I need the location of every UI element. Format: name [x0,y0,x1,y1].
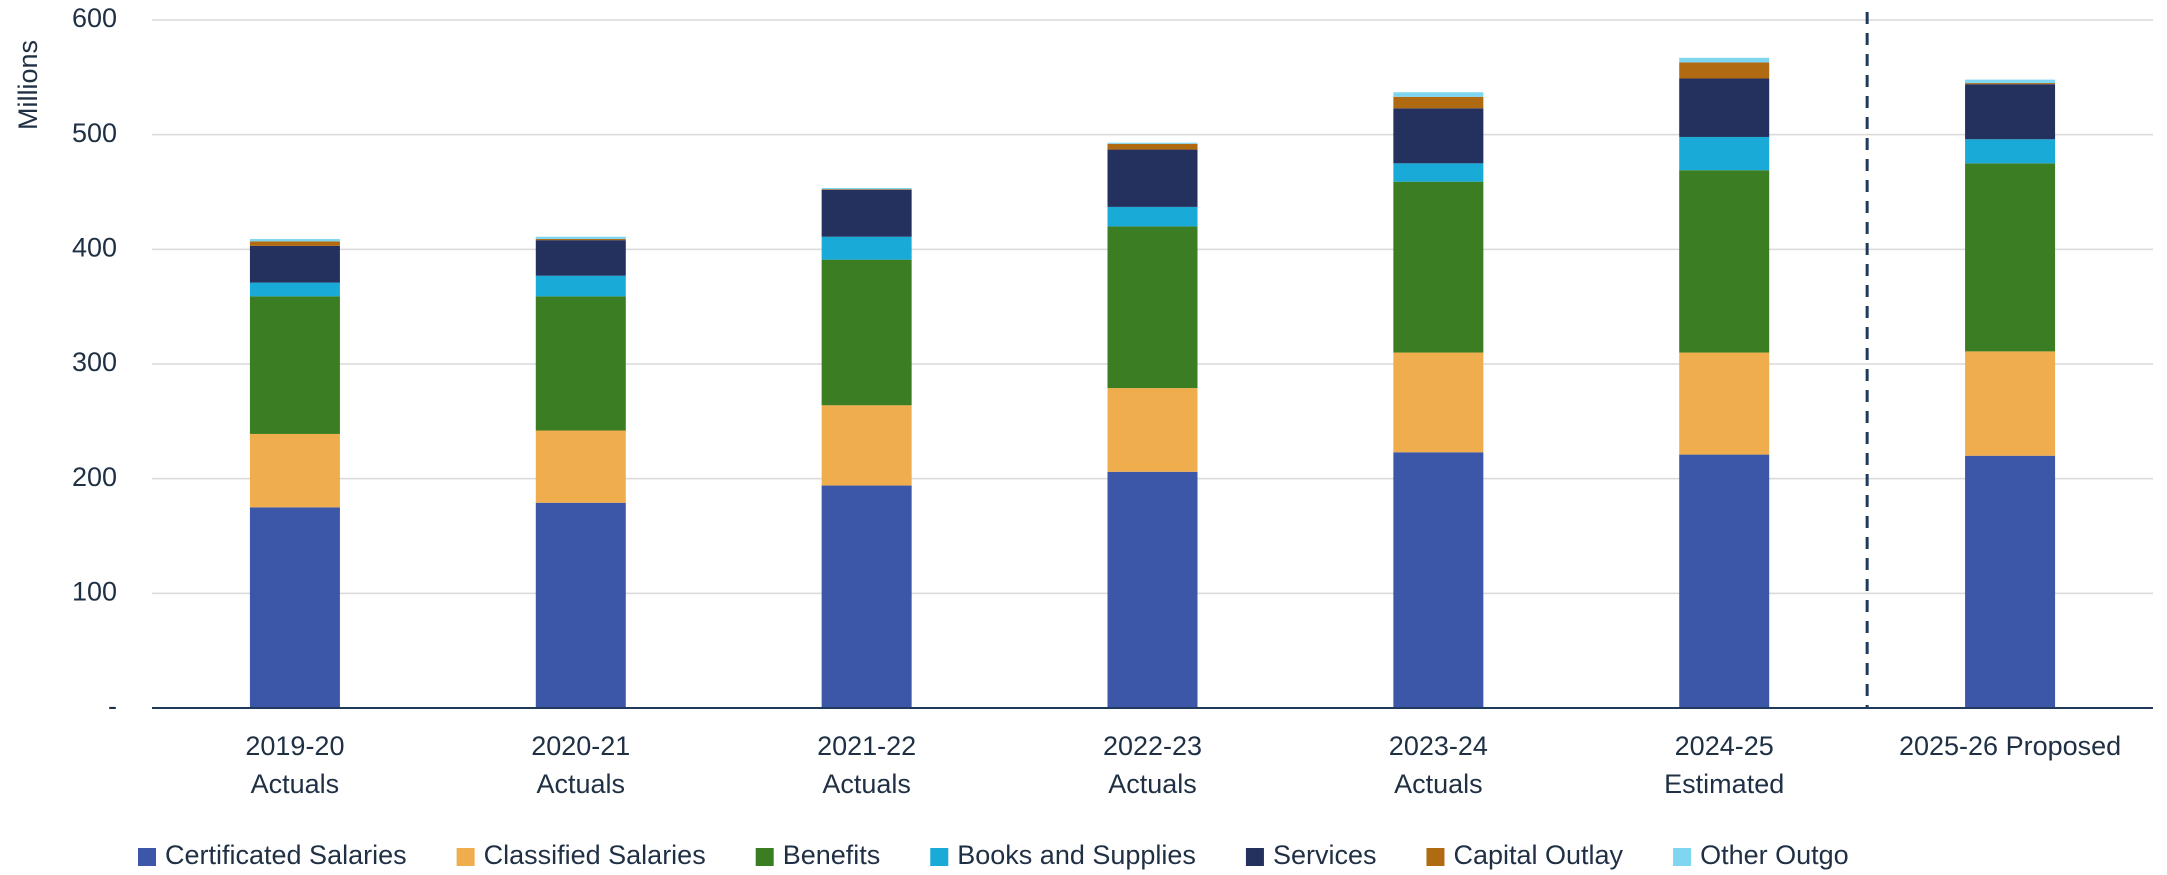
x-tick-label: 2020-21 Actuals [531,731,630,799]
bar-segment [535,296,626,431]
y-tick-label: 100 [72,576,117,606]
x-tick-label: 2021-22 Actuals [817,731,916,799]
bar-segment [1107,143,1198,150]
bar-segment [249,245,340,283]
bar-segment [535,239,626,241]
bar-segment [1107,471,1198,708]
x-tick-label: 2023-24 Actuals [1389,731,1488,799]
bar-segment [821,259,912,406]
x-tick-label: 2025-26 Proposed [1899,731,2121,761]
bar-segment [535,236,626,240]
legend-label: Certificated Salaries [165,840,407,870]
bar-segment [535,275,626,297]
bar-segment [1393,163,1484,182]
x-tick-label: 2024-25 Estimated [1664,731,1784,799]
bar-segment [1393,96,1484,109]
y-tick-label: 200 [72,462,117,492]
legend-label: Capital Outlay [1453,840,1623,870]
bar-segment [249,282,340,297]
bar-segment [821,485,912,708]
bar-segment [1393,181,1484,353]
bar-segment [1965,83,2056,85]
bar-segment [1965,84,2056,140]
x-tick-label: 2022-23 Actuals [1103,731,1202,799]
bar-segment [1679,57,1770,63]
legend-label: Benefits [783,840,881,870]
bar-segment [1107,142,1198,144]
legend-label: Other Outgo [1700,840,1849,870]
legend-swatch [755,848,774,866]
bar-segment [535,430,626,503]
bar-segment [1679,136,1770,171]
bar-segment [1107,149,1198,207]
bar-segment [249,507,340,708]
bar-segment [821,189,912,190]
bar-segment [535,502,626,708]
bar-segment [1107,206,1198,227]
bar-segment [1965,455,2056,708]
bar-segment [1393,92,1484,97]
bar-segment [1965,351,2056,456]
y-tick-label: 400 [72,232,117,262]
y-tick-label: - [108,691,117,721]
bar-segment [249,239,340,242]
y-tick-label: 600 [72,3,117,33]
x-tick-label: 2019-20 Actuals [245,731,344,799]
legend-swatch [456,848,475,866]
bar-segment [1965,139,2056,164]
bar-segment [535,240,626,276]
bar-segment [1679,454,1770,708]
legend-swatch [1426,848,1445,866]
y-axis-label: Millions [13,40,43,130]
bar-segment [821,187,912,190]
bar-segment [1679,62,1770,79]
bar-segment [1965,163,2056,352]
bar-segment [1965,79,2056,84]
legend-label: Classified Salaries [484,840,706,870]
y-tick-label: 300 [72,347,117,377]
bar-segment [1393,108,1484,164]
bar-segment [821,236,912,260]
bar-segment [1679,352,1770,455]
legend-label: Services [1273,840,1377,870]
bar-segment [249,296,340,434]
bar-segment [1393,352,1484,453]
bar-segment [1393,452,1484,708]
bar-segment [1679,78,1770,137]
legend-swatch [930,848,949,866]
bar-segment [821,189,912,237]
bar-segment [1679,170,1770,353]
bar-segment [1107,388,1198,472]
legend-swatch [1673,848,1692,866]
bar-segment [821,405,912,486]
y-tick-label: 500 [72,118,117,148]
bar-segment [249,433,340,508]
legend-swatch [1245,848,1264,866]
legend-swatch [138,848,156,866]
bar-segment [249,241,340,246]
legend-label: Books and Supplies [957,840,1196,870]
bar-segment [1107,226,1198,389]
